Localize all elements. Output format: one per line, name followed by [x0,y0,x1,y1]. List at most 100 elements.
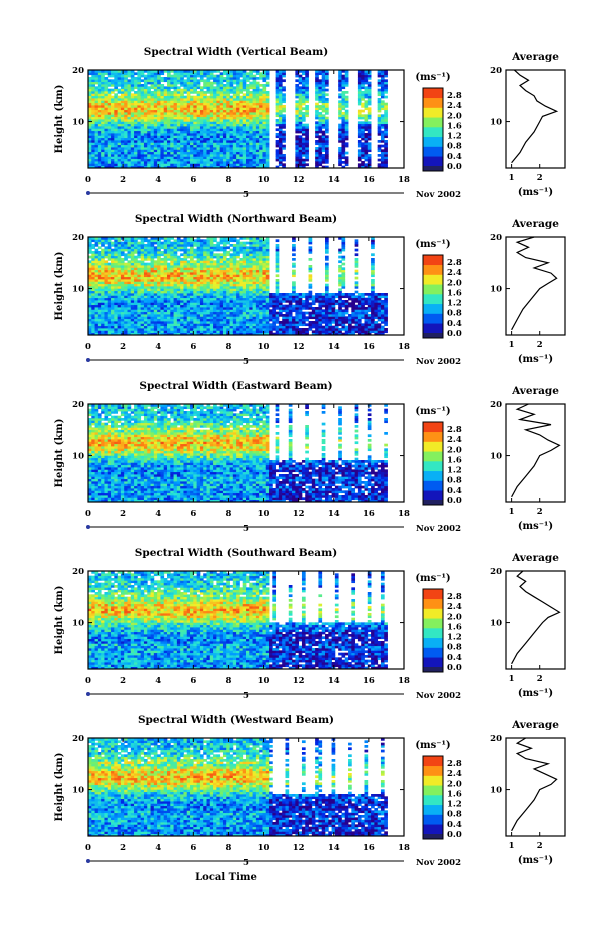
heatmap-cell [186,98,191,101]
heatmap-cell [236,137,240,141]
heatmap-cell [301,100,306,104]
heatmap-cell [94,149,99,153]
heatmap-cell [137,274,142,278]
heatmap-cell [246,130,250,134]
heatmap-cell [111,133,115,136]
heatmap-cell [180,161,184,164]
heatmap-cell [167,144,171,148]
heatmap-cell [305,72,309,76]
heatmap-cell [111,147,115,150]
heatmap-cell [134,311,138,315]
heatmap-cell [91,144,95,148]
heatmap-cell [147,81,151,85]
heatmap-cell [180,307,184,310]
heatmap-cell [150,330,155,334]
heatmap-cell [206,328,211,331]
heatmap-cell [186,88,191,92]
heatmap-cell [367,114,372,118]
heatmap-cell [259,128,263,132]
heatmap-cell [325,88,329,92]
heatmap-cell [143,100,148,104]
heatmap-cell [114,248,119,252]
heatmap-cell [249,154,253,157]
heatmap-cell [157,84,161,87]
heatmap-cell [315,86,319,90]
heatmap-cell [150,244,155,247]
heatmap-cell [150,332,155,336]
heatmap-cell [101,267,105,271]
heatmap-cell [236,265,240,268]
heatmap-cell [209,269,214,273]
heatmap-cell [140,128,145,132]
heatmap-cell [262,114,267,118]
heatmap-cell [380,81,385,85]
heatmap-cell [236,163,240,167]
heatmap-cell [180,332,184,336]
heatmap-cell [242,114,247,118]
heatmap-cell [140,91,145,94]
heatmap-cell [229,323,234,327]
heatmap-cell [199,297,204,301]
heatmap-cell [262,86,267,90]
heatmap-cell [232,147,237,150]
heatmap-cell [117,133,122,136]
heatmap-cell [209,309,214,313]
heatmap-cell [120,274,125,278]
heatmap-cell [170,241,174,245]
heatmap-cell [364,72,369,76]
heatmap-cell [101,100,105,104]
heatmap-cell [282,116,286,120]
heatmap-cell [222,248,227,252]
heatmap-cell [170,274,174,278]
heatmap-cell [120,325,125,329]
heatmap-cell [88,93,92,97]
heatmap-cell [107,318,112,322]
heatmap-cell [196,237,201,240]
colorbar-unit: (ms⁻¹) [415,72,450,83]
heatmap-cell [190,119,194,122]
heatmap-cell [97,239,102,243]
heatmap-cell [229,105,234,108]
heatmap-cell [190,244,194,247]
heatmap-cell [196,297,201,301]
heatmap-cell [318,144,323,148]
heatmap-cell [91,307,95,310]
heatmap-cell [167,147,171,150]
heatmap-cell [114,302,119,306]
heatmap-cell [262,72,267,76]
heatmap-cell [364,107,369,111]
heatmap-cell [209,93,214,97]
heatmap-cell [301,72,306,76]
heatmap-cell [130,79,135,83]
heatmap-cell [222,241,227,245]
heatmap-cell [170,244,174,247]
heatmap-cell [180,130,184,134]
heatmap-cell [222,246,227,250]
heatmap-cell [364,70,369,73]
heatmap-cell [229,100,234,104]
heatmap-cell [94,93,99,97]
heatmap-cell [259,158,263,162]
heatmap-cell [127,328,132,331]
heatmap-cell [219,161,224,164]
heatmap-cell [209,88,214,92]
heatmap-cell [226,86,230,90]
heatmap-cell [242,81,247,85]
heatmap-cell [176,297,181,301]
heatmap-cell [88,84,92,87]
heatmap-cell [216,330,221,334]
heatmap-cell [170,144,174,148]
heatmap-cell [249,109,253,113]
heatmap-cell [242,314,247,317]
heatmap-cell [88,158,92,162]
heatmap-cell [229,77,234,80]
heatmap-cell [183,135,188,139]
heatmap-cell [239,274,244,278]
heatmap-cell [137,135,142,139]
heatmap-cell [147,307,151,310]
heatmap-cell [107,149,112,153]
heatmap-cell [226,151,230,155]
heatmap-cell [167,330,171,334]
heatmap-cell [117,154,122,157]
heatmap-cell [150,269,155,273]
